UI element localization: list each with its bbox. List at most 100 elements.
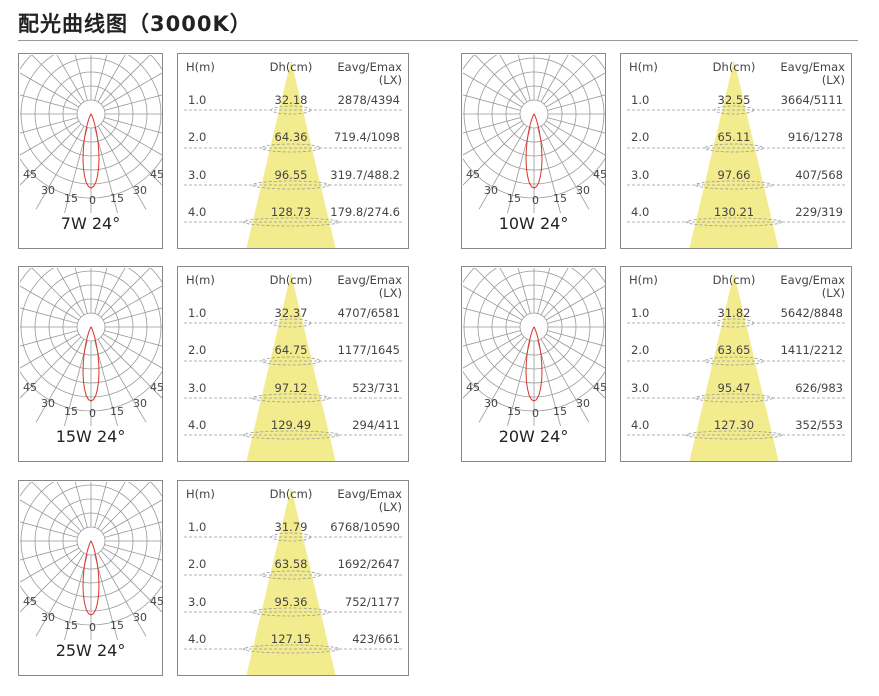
polar-spoke bbox=[102, 333, 162, 369]
angle-label: 15 bbox=[110, 405, 124, 418]
illuminance-table: H(m) Dh(cm) Eavg/Emax (LX) 1.0 32.18 2878/4394… bbox=[177, 53, 409, 249]
polar-spoke bbox=[463, 330, 521, 347]
beam-ellipse bbox=[271, 105, 311, 115]
header-h: H(m) bbox=[629, 60, 658, 74]
polar-spoke bbox=[547, 117, 605, 134]
angle-label: 15 bbox=[507, 192, 521, 205]
polar-spoke bbox=[20, 499, 80, 535]
illuminance-value: 4707/6581 bbox=[337, 306, 400, 320]
light-beam bbox=[689, 273, 779, 461]
polar-spoke bbox=[94, 55, 108, 101]
polar-grid bbox=[20, 268, 162, 426]
polar-spoke bbox=[94, 554, 118, 640]
height-value: 2.0 bbox=[188, 557, 207, 571]
height-value: 3.0 bbox=[631, 168, 650, 182]
angle-label: 45 bbox=[593, 168, 607, 181]
header-eavg: Eavg/Emax bbox=[337, 60, 402, 74]
polar-ring bbox=[463, 55, 605, 199]
polar-spoke bbox=[97, 268, 126, 316]
polar-spoke bbox=[102, 285, 162, 321]
height-value: 4.0 bbox=[188, 205, 207, 219]
model-label: 7W 24° bbox=[60, 214, 121, 233]
polar-spoke bbox=[94, 127, 118, 213]
polar-spoke bbox=[537, 268, 551, 314]
beam-ellipse bbox=[261, 570, 321, 580]
illuminance-value: 1411/2212 bbox=[780, 343, 843, 357]
header-unit: (LX) bbox=[378, 500, 402, 514]
height-value: 4.0 bbox=[631, 205, 650, 219]
polar-spoke bbox=[20, 547, 80, 583]
polar-spoke bbox=[20, 94, 78, 111]
polar-spoke bbox=[100, 336, 162, 399]
polar-spoke bbox=[540, 125, 590, 210]
illuminance-value: 407/568 bbox=[795, 168, 843, 182]
angle-label: 45 bbox=[466, 381, 480, 394]
polar-spoke bbox=[64, 554, 88, 640]
polar-ring bbox=[20, 482, 162, 626]
page-title: 配光曲线图（3000K） bbox=[18, 12, 252, 36]
polar-spoke bbox=[31, 268, 82, 318]
diameter-value: 95.36 bbox=[274, 595, 308, 609]
illuminance-value: 5642/8848 bbox=[780, 306, 843, 320]
polar-spoke bbox=[507, 127, 531, 213]
polar-spoke bbox=[97, 552, 147, 637]
height-value: 3.0 bbox=[188, 168, 207, 182]
header-h: H(m) bbox=[629, 273, 658, 287]
angle-label: 45 bbox=[150, 595, 164, 608]
polar-spoke bbox=[104, 94, 162, 111]
illuminance-value: 752/1177 bbox=[344, 595, 400, 609]
beam-ellipse bbox=[252, 180, 330, 190]
angle-label: 30 bbox=[484, 397, 498, 410]
polar-spoke bbox=[463, 336, 525, 399]
polar-spoke bbox=[102, 120, 162, 156]
light-beam bbox=[689, 60, 779, 248]
angle-label: 15 bbox=[64, 619, 78, 632]
diameter-value: 128.73 bbox=[270, 205, 312, 219]
polar-spoke bbox=[102, 547, 162, 583]
diameter-value: 129.49 bbox=[270, 418, 312, 432]
polar-spoke bbox=[463, 120, 523, 156]
header-unit: (LX) bbox=[821, 73, 845, 87]
diameter-value: 32.55 bbox=[717, 93, 751, 107]
polar-diagram: 45 45 30 30 15 15 0 10W 24° bbox=[461, 53, 607, 249]
diameter-value: 97.66 bbox=[717, 168, 751, 182]
model-label: 25W 24° bbox=[55, 641, 126, 660]
polar-spoke bbox=[474, 55, 525, 105]
diameter-value: 65.11 bbox=[717, 130, 751, 144]
angle-label: 30 bbox=[133, 397, 147, 410]
light-beam bbox=[246, 60, 336, 248]
header-eavg: Eavg/Emax bbox=[337, 273, 402, 287]
angle-label: 15 bbox=[110, 192, 124, 205]
diameter-value: 97.12 bbox=[274, 381, 308, 395]
diameter-value: 32.37 bbox=[274, 306, 308, 320]
header-dh: Dh(cm) bbox=[269, 273, 313, 287]
angle-label: 0 bbox=[89, 194, 96, 207]
intensity-curve bbox=[82, 326, 100, 402]
height-value: 3.0 bbox=[188, 595, 207, 609]
illuminance-value: 319.7/488.2 bbox=[330, 168, 400, 182]
beam-ellipse bbox=[695, 180, 773, 190]
diameter-value: 31.82 bbox=[717, 306, 751, 320]
header-h: H(m) bbox=[186, 273, 215, 287]
illuminance-value: 6768/10590 bbox=[330, 520, 400, 534]
height-value: 2.0 bbox=[631, 130, 650, 144]
polar-spoke bbox=[64, 127, 88, 213]
beam-ellipse bbox=[714, 105, 754, 115]
diameter-value: 64.36 bbox=[274, 130, 308, 144]
polar-spoke bbox=[474, 268, 525, 318]
angle-label: 45 bbox=[593, 381, 607, 394]
angle-label: 0 bbox=[532, 407, 539, 420]
polar-spoke bbox=[97, 55, 126, 103]
diameter-value: 63.65 bbox=[717, 343, 751, 357]
angle-label: 30 bbox=[484, 184, 498, 197]
header-unit: (LX) bbox=[378, 73, 402, 87]
polar-spoke bbox=[540, 55, 569, 103]
polar-spoke bbox=[543, 55, 594, 105]
angle-label: 0 bbox=[89, 407, 96, 420]
polar-spoke bbox=[547, 94, 605, 111]
polar-spoke bbox=[20, 307, 78, 324]
polar-spoke bbox=[104, 330, 162, 347]
polar-spoke bbox=[20, 117, 78, 134]
angle-label: 45 bbox=[466, 168, 480, 181]
polar-spoke bbox=[56, 482, 85, 530]
